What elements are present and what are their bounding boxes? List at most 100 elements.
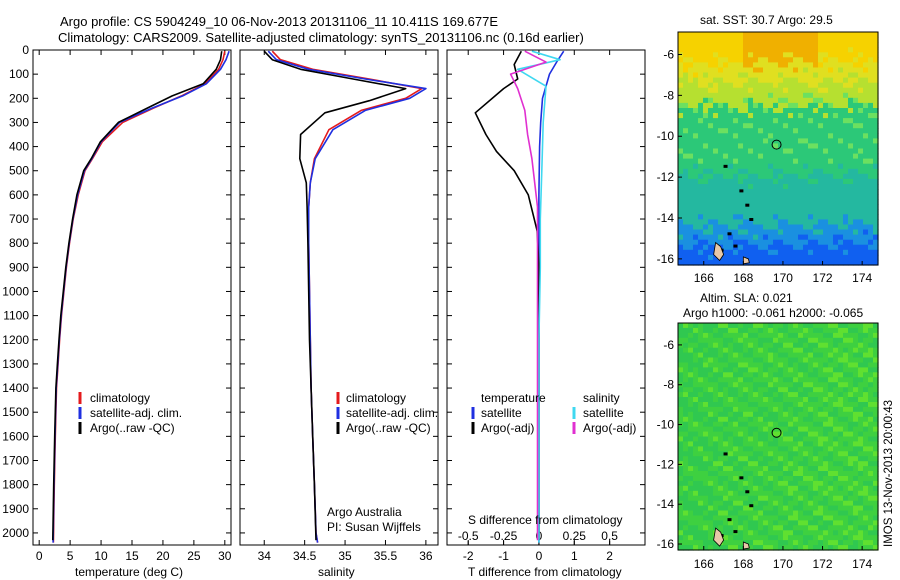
map-cell bbox=[723, 416, 729, 423]
map-cell bbox=[843, 133, 849, 139]
map-cell bbox=[783, 421, 789, 428]
map-cell bbox=[718, 382, 724, 388]
map-cell bbox=[813, 337, 819, 344]
island bbox=[723, 452, 728, 456]
map-cell bbox=[823, 411, 829, 418]
map-cell bbox=[738, 441, 744, 447]
map-cell bbox=[798, 352, 804, 359]
map-cell bbox=[803, 431, 809, 438]
map-cell bbox=[838, 138, 844, 145]
map-cell bbox=[813, 219, 819, 226]
map-cell bbox=[788, 32, 794, 38]
map-cell bbox=[853, 168, 859, 175]
map-cell bbox=[708, 406, 714, 413]
map-cell bbox=[838, 466, 844, 472]
map-cell bbox=[873, 108, 879, 114]
map-cell bbox=[743, 32, 749, 38]
map-cell bbox=[683, 441, 689, 447]
map-cell bbox=[758, 500, 764, 507]
map-cell bbox=[868, 520, 874, 526]
map-cell bbox=[798, 431, 804, 438]
map-cell bbox=[683, 259, 689, 266]
map-cell bbox=[758, 352, 764, 359]
map-cell bbox=[848, 209, 854, 215]
map-cell bbox=[763, 431, 769, 438]
map-cell bbox=[698, 357, 704, 363]
map-cell bbox=[833, 173, 839, 180]
map-cell bbox=[853, 62, 859, 69]
map-cell bbox=[868, 168, 874, 175]
map-cell bbox=[838, 431, 844, 438]
map-cell bbox=[698, 471, 704, 477]
map-cell bbox=[858, 446, 864, 452]
map-y-tick-label: -8 bbox=[663, 88, 674, 102]
map-cell bbox=[848, 32, 854, 38]
map-cell bbox=[818, 199, 824, 205]
map-cell bbox=[838, 377, 844, 383]
map-cell bbox=[833, 545, 839, 551]
map-cell bbox=[683, 323, 689, 329]
map-cell bbox=[828, 82, 834, 89]
map-cell bbox=[778, 259, 784, 266]
map-cell bbox=[818, 184, 824, 190]
map-cell bbox=[783, 148, 789, 155]
map-cell bbox=[793, 123, 799, 129]
map-cell bbox=[743, 143, 749, 150]
map-cell bbox=[773, 219, 779, 226]
x-axes: 0 5 10 15 20 25 30 34 34.5 35 35.5 36 -2 -1 0 1 2-0.5 -0.… bbox=[36, 50, 618, 563]
map-cell bbox=[773, 347, 779, 354]
map-cell bbox=[778, 224, 784, 231]
map-cell bbox=[763, 337, 769, 344]
map-cell bbox=[703, 515, 709, 521]
map-cell bbox=[708, 189, 714, 195]
sla-map-title-2: Argo h1000: -0.061 h2000: -0.065 bbox=[683, 306, 863, 320]
map-cell bbox=[753, 249, 759, 256]
map-cell bbox=[768, 249, 774, 256]
map-cell bbox=[688, 47, 694, 53]
map-cell bbox=[788, 239, 794, 246]
map-cell bbox=[808, 392, 814, 398]
map-cell bbox=[743, 525, 749, 531]
map-cell bbox=[748, 530, 754, 536]
map-cell bbox=[813, 249, 819, 256]
map-cell bbox=[723, 535, 729, 541]
map-cell bbox=[863, 372, 869, 378]
map-cell bbox=[863, 377, 869, 383]
map-cell bbox=[838, 323, 844, 329]
map-cell bbox=[688, 229, 694, 236]
map-cell bbox=[818, 510, 824, 516]
map-cell bbox=[863, 189, 869, 195]
map-cell bbox=[828, 456, 834, 462]
map-cell bbox=[708, 387, 714, 393]
map-cell bbox=[863, 123, 869, 129]
map-cell bbox=[733, 485, 739, 492]
map-cell bbox=[693, 377, 699, 383]
map-cell bbox=[773, 199, 779, 205]
map-cell bbox=[773, 118, 779, 124]
map-cell bbox=[713, 327, 719, 334]
map-cell bbox=[748, 367, 754, 373]
map-y-tick-label: -8 bbox=[663, 378, 674, 392]
map-cell bbox=[713, 87, 719, 94]
map-cell bbox=[853, 249, 859, 256]
map-cell bbox=[738, 158, 744, 165]
map-cell bbox=[853, 108, 859, 114]
map-cell bbox=[703, 500, 709, 507]
map-cell bbox=[738, 480, 744, 487]
map-cell bbox=[843, 143, 849, 150]
map-cell bbox=[818, 505, 824, 512]
map-cell bbox=[723, 431, 729, 438]
map-cell bbox=[788, 153, 794, 160]
map-cell bbox=[678, 219, 684, 226]
map-cell bbox=[803, 138, 809, 145]
map-cell bbox=[848, 229, 854, 236]
map-cell bbox=[773, 387, 779, 393]
map-cell bbox=[753, 505, 759, 512]
map-cell bbox=[703, 128, 709, 134]
map-cell bbox=[723, 189, 729, 195]
map-cell bbox=[758, 337, 764, 344]
map-cell bbox=[768, 337, 774, 344]
map-cell bbox=[763, 461, 769, 467]
map-cell bbox=[763, 342, 769, 349]
map-cell bbox=[763, 505, 769, 512]
